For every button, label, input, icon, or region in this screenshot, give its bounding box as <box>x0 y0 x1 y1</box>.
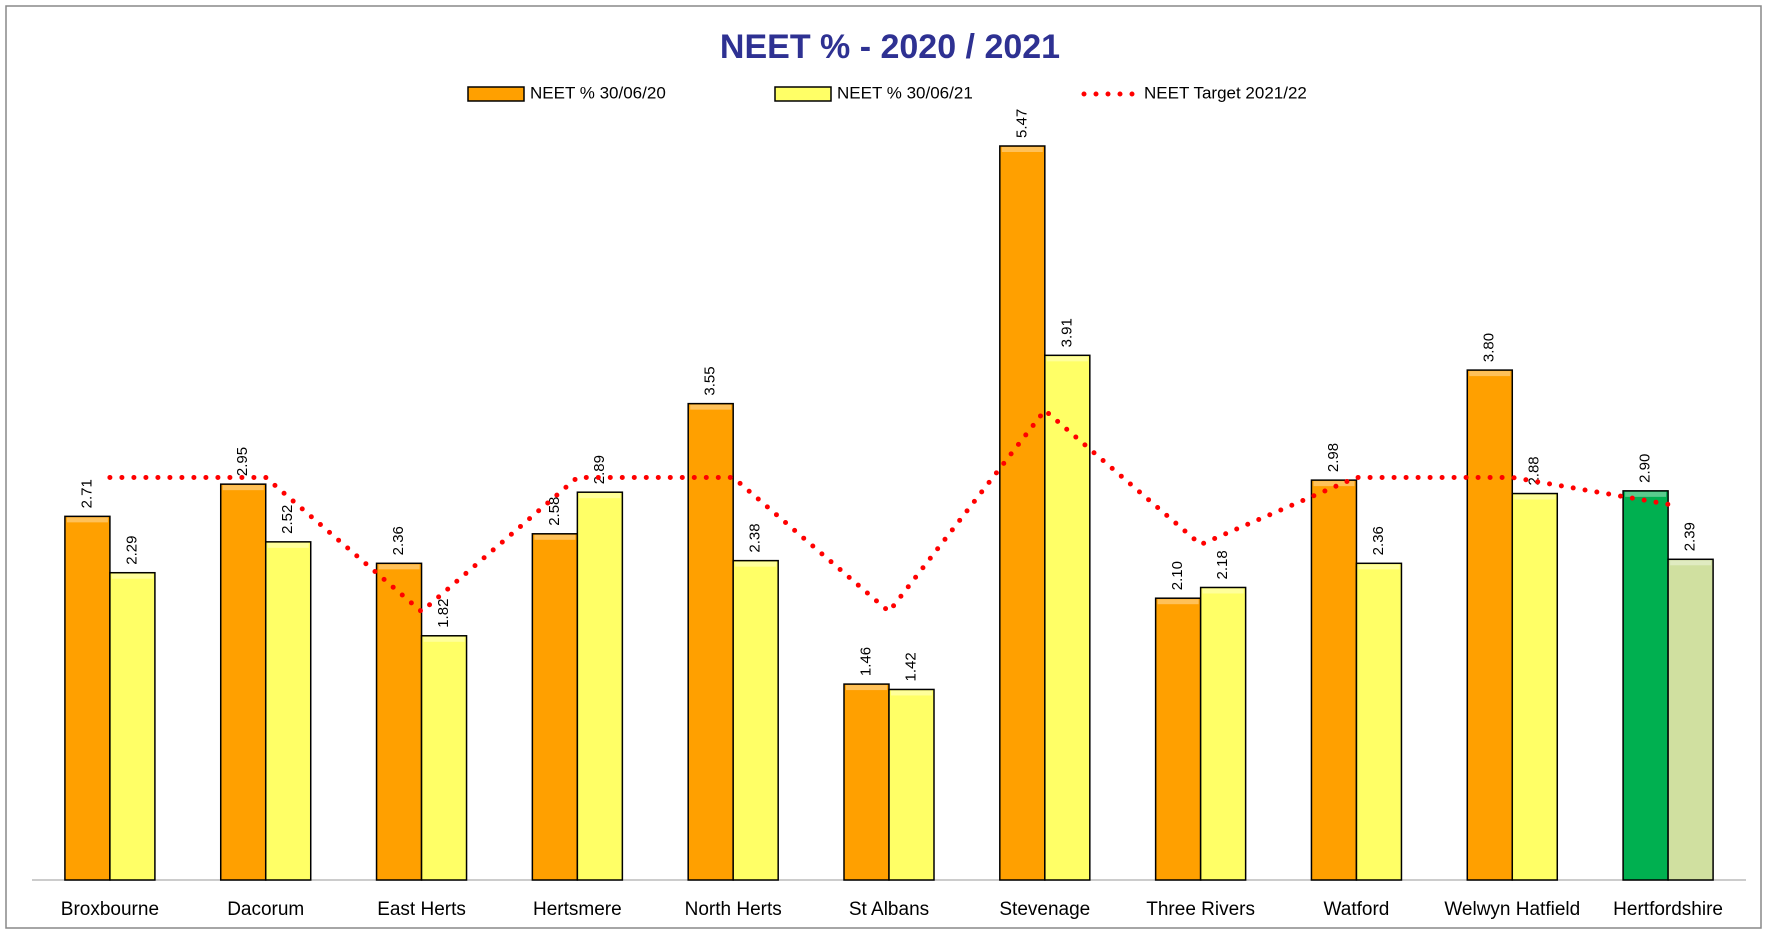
data-label: 1.46 <box>857 647 874 676</box>
data-label: 2.52 <box>279 505 296 534</box>
data-label: 5.47 <box>1013 109 1030 138</box>
bar-shine <box>1202 588 1244 594</box>
data-label: 1.42 <box>902 652 919 681</box>
bar-shine <box>1625 491 1667 497</box>
data-label: 2.88 <box>1526 456 1543 485</box>
data-label: 2.36 <box>1370 526 1387 555</box>
data-label: 2.29 <box>123 536 140 565</box>
bar <box>531 533 579 881</box>
data-label: 2.58 <box>546 497 563 526</box>
bar <box>1355 562 1403 881</box>
x-tick-label: Hertfordshire <box>1613 899 1723 920</box>
bar <box>109 571 156 881</box>
x-tick-label: Welwyn Hatfield <box>1444 899 1580 920</box>
bar <box>1044 354 1091 881</box>
data-label: 3.91 <box>1058 318 1075 347</box>
bar <box>1199 586 1247 881</box>
bar <box>843 683 890 881</box>
legend-label: NEET Target 2021/22 <box>1144 83 1307 102</box>
bar <box>264 541 312 881</box>
bar-shine <box>222 485 264 491</box>
x-tick-label: Stevenage <box>999 899 1090 920</box>
bar <box>1511 492 1559 881</box>
bar-shine <box>1313 481 1355 487</box>
bar <box>1310 479 1358 881</box>
data-label: 2.18 <box>1214 550 1231 579</box>
bar-shine <box>690 404 732 410</box>
legend-swatch <box>467 86 525 102</box>
legend-label: NEET % 30/06/21 <box>837 83 973 102</box>
bar-shine <box>1358 564 1400 570</box>
bar-shine <box>111 573 153 579</box>
bar-shine <box>423 636 465 642</box>
bar <box>420 635 468 881</box>
data-label: 1.82 <box>435 599 452 628</box>
data-label: 3.80 <box>1481 333 1498 362</box>
bar <box>219 483 267 881</box>
data-label: 2.95 <box>234 447 251 476</box>
data-label: 2.90 <box>1637 454 1654 483</box>
data-label: 2.39 <box>1682 522 1699 551</box>
bar-shine <box>1001 147 1043 152</box>
legend-label: NEET % 30/06/20 <box>530 83 666 102</box>
bar-shine <box>1670 560 1712 566</box>
x-tick-label: Hertsmere <box>533 899 622 920</box>
bar <box>1667 558 1714 881</box>
bar <box>999 145 1046 881</box>
bar <box>64 515 111 881</box>
bar-shine <box>1157 599 1199 605</box>
target-line <box>107 406 1671 616</box>
legend-swatch <box>774 86 832 102</box>
data-label: 3.55 <box>702 366 719 395</box>
bar <box>732 559 779 881</box>
data-label: 2.89 <box>591 455 608 484</box>
x-tick-label: Watford <box>1324 899 1390 920</box>
bar-shine <box>846 685 887 691</box>
bar <box>1466 369 1514 881</box>
bar <box>687 402 734 881</box>
data-label: 2.36 <box>390 526 407 555</box>
bar-shine <box>1046 356 1088 362</box>
bar-shine <box>891 690 932 696</box>
bar-shine <box>378 564 420 570</box>
bar-shine <box>1469 371 1511 377</box>
bar-shine <box>1514 494 1556 500</box>
x-tick-label: North Herts <box>685 899 782 920</box>
chart-title: NEET % - 2020 / 2021 <box>720 28 1060 66</box>
x-tick-label: St Albans <box>849 899 929 920</box>
bar <box>576 491 624 881</box>
x-tick-label: East Herts <box>377 899 466 920</box>
bar-shine <box>579 493 621 499</box>
bar <box>375 562 423 881</box>
data-label: 2.71 <box>78 479 95 508</box>
data-label: 2.38 <box>747 523 764 552</box>
data-label: 2.98 <box>1325 443 1342 472</box>
bar <box>1154 597 1202 881</box>
data-label: 2.10 <box>1169 561 1186 590</box>
bar-shine <box>534 534 576 540</box>
bar <box>1622 490 1669 881</box>
bar <box>888 688 935 881</box>
bar-shine <box>267 542 309 548</box>
x-tick-label: Dacorum <box>227 899 304 920</box>
bar-shine <box>735 561 777 567</box>
x-tick-label: Broxbourne <box>61 899 159 920</box>
bar-shine <box>66 517 108 523</box>
x-tick-label: Three Rivers <box>1146 899 1255 920</box>
